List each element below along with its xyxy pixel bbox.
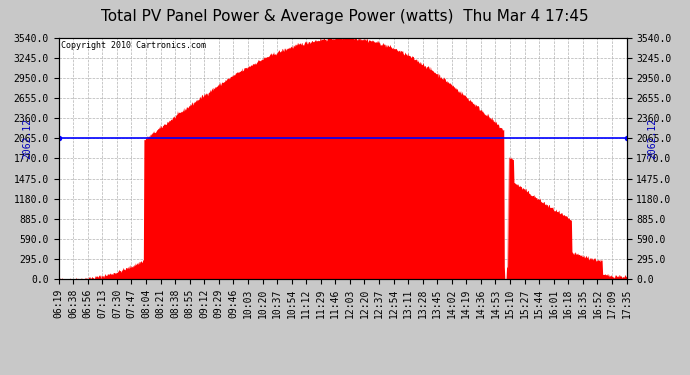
Text: 2062.12: 2062.12 [22,118,32,159]
Text: Copyright 2010 Cartronics.com: Copyright 2010 Cartronics.com [61,41,206,50]
Text: Total PV Panel Power & Average Power (watts)  Thu Mar 4 17:45: Total PV Panel Power & Average Power (wa… [101,9,589,24]
Text: 2062.12: 2062.12 [647,118,657,159]
